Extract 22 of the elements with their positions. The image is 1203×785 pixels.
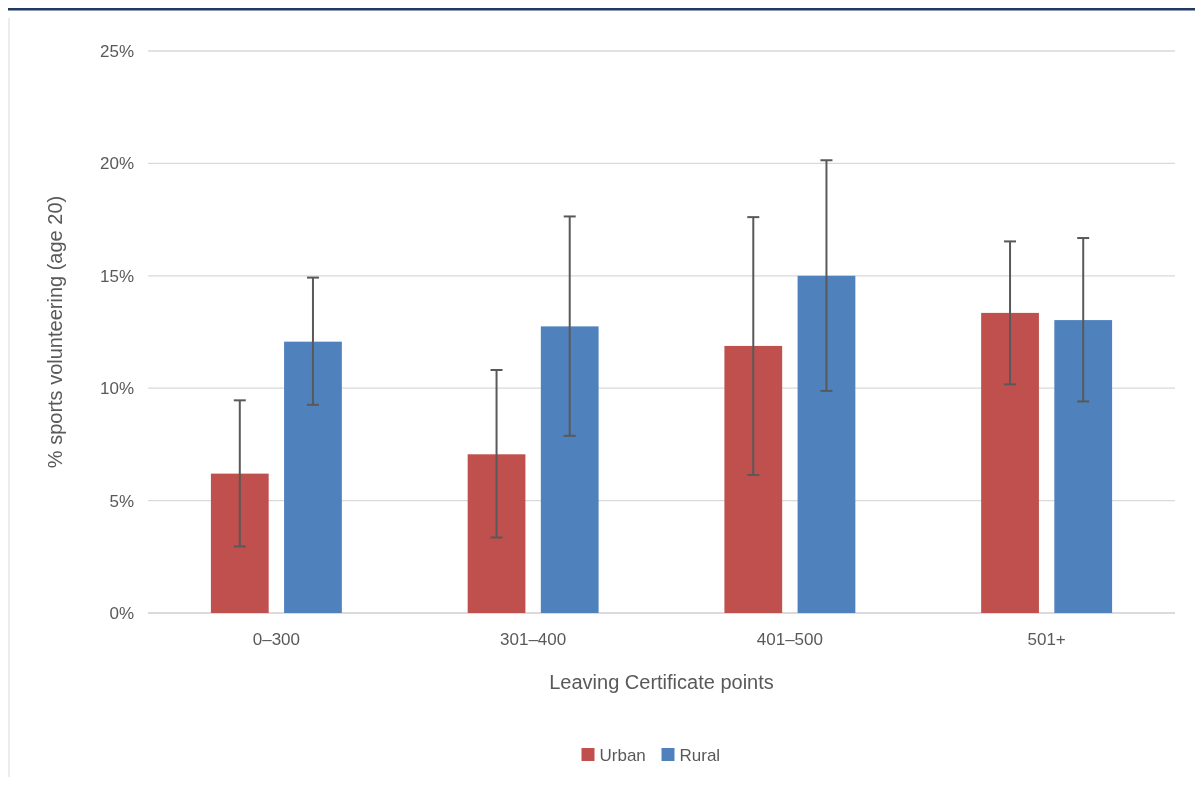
y-tick-label: 20%	[99, 154, 134, 174]
bar	[981, 312, 1039, 613]
x-tick-label: 301–400	[500, 630, 567, 649]
bar	[724, 345, 783, 613]
y-tick-label: 10%	[99, 379, 134, 399]
legend-label: Rural	[679, 745, 721, 765]
y-tick-label: 5%	[109, 491, 134, 511]
bar	[467, 454, 526, 613]
y-tick-label: 25%	[99, 41, 134, 61]
bar	[1054, 320, 1113, 613]
x-tick-label: 501+	[1027, 630, 1066, 649]
y-axis-title: % sports volunteering (age 20)	[44, 195, 66, 469]
y-tick-label: 15%	[99, 266, 134, 286]
bar	[540, 326, 599, 613]
bar	[284, 341, 342, 613]
x-tick-label: 401–500	[756, 630, 823, 649]
bar	[797, 275, 856, 613]
legend-label: Urban	[599, 745, 646, 765]
bar	[210, 473, 269, 613]
y-tick-label: 0%	[109, 603, 134, 623]
x-axis-title: Leaving Certificate points	[549, 671, 774, 693]
x-tick-label: 0–300	[252, 630, 301, 649]
